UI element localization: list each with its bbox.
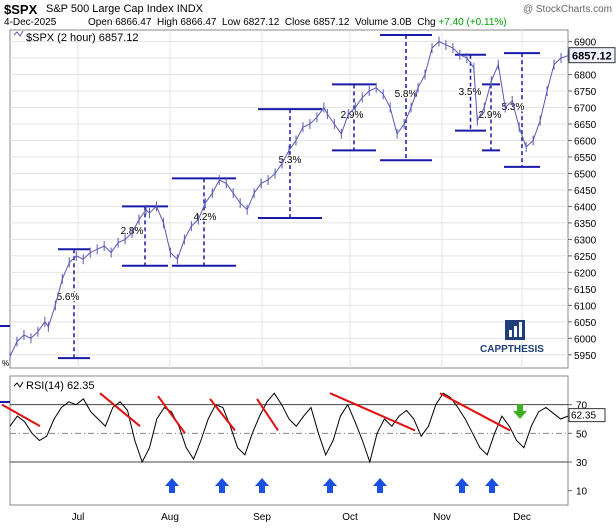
price-y-tick-label: 6150 xyxy=(574,285,597,296)
price-y-tick-label: 6800 xyxy=(574,71,597,82)
price-legend-text: $SPX (2 hour) 6857.12 xyxy=(26,32,139,44)
high-label: High xyxy=(156,17,178,28)
price-y-tick-label: 6700 xyxy=(574,103,597,114)
rsi-trendline xyxy=(256,398,279,432)
low-value: 6827.12 xyxy=(243,17,280,28)
x-tick-label: Sep xyxy=(253,512,271,523)
logo-bar xyxy=(519,322,522,337)
signal-down-arrow-icon xyxy=(513,404,527,419)
rsi-series-line xyxy=(9,392,569,464)
price-y-tick-label: 6400 xyxy=(574,202,597,213)
price-y-tick-label: 6000 xyxy=(574,334,597,345)
price-y-tick-label: 6200 xyxy=(574,268,597,279)
price-y-tick-label: 6500 xyxy=(574,169,597,180)
price-y-tick-label: 6100 xyxy=(574,301,597,312)
rsi-last-label: 62.35 xyxy=(571,411,596,422)
price-y-tick-label: 6600 xyxy=(574,136,597,147)
rsi-trendline xyxy=(1,403,41,428)
price-y-tick-label: 6050 xyxy=(574,318,597,329)
buy-up-arrow-icon xyxy=(215,478,229,493)
range-percent-label: 5.3% xyxy=(279,155,302,166)
rsi-panel xyxy=(9,375,569,506)
x-tick-label: Nov xyxy=(433,512,451,523)
close-value: 6857.12 xyxy=(313,17,350,28)
price-y-tick-label: 6250 xyxy=(574,252,597,263)
buy-up-arrow-icon xyxy=(255,478,269,493)
volume-value: 3.0B xyxy=(391,17,412,28)
rsi-y-tick-label: 10 xyxy=(576,487,588,498)
high-value: 6866.47 xyxy=(180,17,217,28)
x-tick-label: Dec xyxy=(513,512,531,523)
security-name: S&P 500 Large Cap Index xyxy=(46,3,174,15)
logo-text: CAPPTHESIS xyxy=(480,344,544,355)
buy-up-arrow-icon xyxy=(323,478,337,493)
ohlc-readout: Open 6866.47 High 6866.47 Low 6827.12 Cl… xyxy=(88,17,507,28)
rsi-y-tick-label: 50 xyxy=(576,429,588,440)
price-y-tick-label: 6650 xyxy=(574,120,597,131)
buy-up-arrow-icon xyxy=(373,478,387,493)
last-price-label: 6857.12 xyxy=(572,51,612,63)
price-legend-icon xyxy=(13,30,24,37)
volume-label: Volume xyxy=(354,17,389,28)
rsi-trendline xyxy=(439,392,511,432)
rsi-y-tick-label: 30 xyxy=(576,458,588,469)
open-label: Open xyxy=(88,17,113,28)
rsi-legend-text: RSI(14) 62.35 xyxy=(26,380,94,392)
price-legend xyxy=(13,30,24,37)
logo-bar xyxy=(514,326,517,337)
x-tick-label: Jul xyxy=(72,512,85,523)
price-y-tick-label: 5950 xyxy=(574,351,597,362)
buy-up-arrow-icon xyxy=(165,478,179,493)
price-y-tick-label: 6900 xyxy=(574,38,597,49)
price-panel xyxy=(9,29,569,369)
pct-marker: % xyxy=(2,359,9,368)
rsi-legend-icon xyxy=(13,381,24,388)
close-label: Close xyxy=(284,17,311,28)
chg-value: +7.40 (+0.11%) xyxy=(438,17,507,28)
logo-bar xyxy=(509,330,512,337)
rsi-legend xyxy=(13,381,24,388)
low-label: Low xyxy=(222,17,241,28)
range-percent-label: 5.6% xyxy=(57,292,80,303)
rsi-trendline xyxy=(157,395,186,434)
rsi-trendline xyxy=(99,392,141,427)
x-tick-label: Oct xyxy=(342,512,358,523)
buy-up-arrow-icon xyxy=(485,478,499,493)
chg-label: Chg xyxy=(417,17,436,28)
range-percent-label: 5.3% xyxy=(502,102,525,113)
price-y-tick-label: 6350 xyxy=(574,219,597,230)
source-credit[interactable]: @ StockCharts.com xyxy=(522,4,612,15)
open-value: 6866.47 xyxy=(115,17,152,28)
quote-date: 4-Dec-2025 xyxy=(4,17,57,28)
rsi-trendline xyxy=(329,392,416,432)
range-percent-label: 2.9% xyxy=(479,110,502,121)
rsi-last-tag xyxy=(568,408,606,423)
chart-symbol: $SPX xyxy=(4,2,38,17)
price-y-tick-label: 6750 xyxy=(574,87,597,98)
last-price-tag xyxy=(568,47,616,64)
x-tick-label: Aug xyxy=(161,512,179,523)
exchange-code: INDX xyxy=(176,3,203,15)
price-y-tick-label: 6450 xyxy=(574,186,597,197)
price-y-tick-label: 6300 xyxy=(574,235,597,246)
rsi-y-tick-label: 70 xyxy=(576,401,588,412)
capptheses-logo xyxy=(505,320,525,340)
rsi-trendline xyxy=(209,398,236,432)
price-y-tick-label: 6550 xyxy=(574,153,597,164)
range-percent-label: 3.5% xyxy=(459,87,482,98)
range-percent-label: 5.8% xyxy=(395,89,418,100)
range-percent-label: 2.9% xyxy=(341,110,364,121)
buy-up-arrow-icon xyxy=(455,478,469,493)
chart-security-name: S&P 500 Large Cap Index INDX xyxy=(46,3,203,15)
